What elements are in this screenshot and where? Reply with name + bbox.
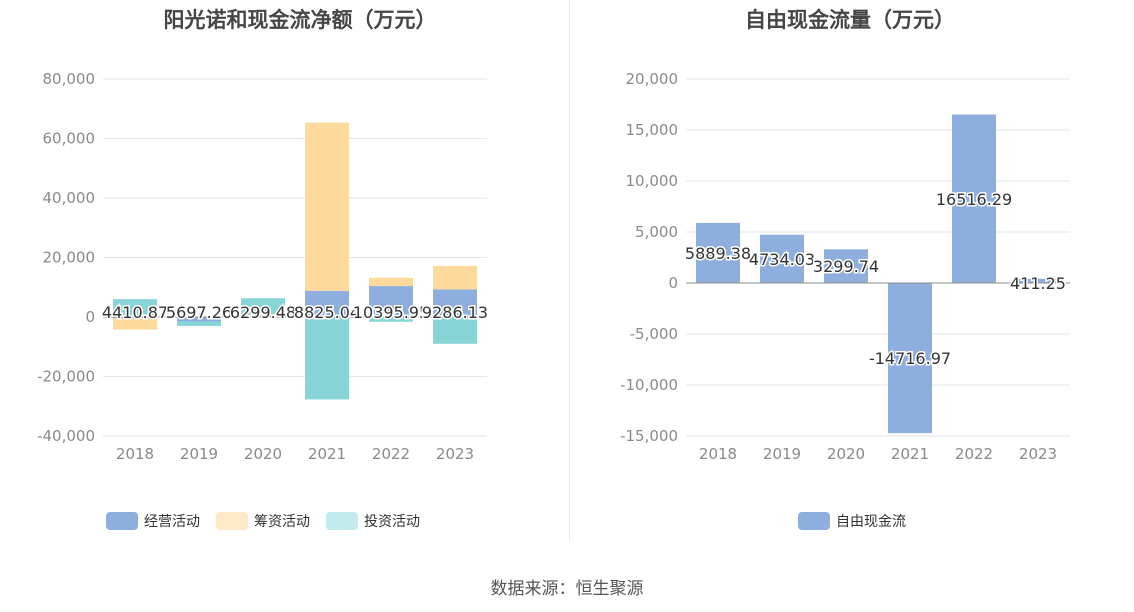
legend-label-free-cashflow: 自由现金流 (836, 514, 906, 530)
data-label: 10395.95 (353, 303, 429, 322)
bar-series2-2021 (305, 317, 349, 400)
bar-series0-2023 (433, 289, 477, 317)
data-label: 8825.04 (294, 303, 360, 322)
bar-series0-2021 (305, 290, 349, 317)
bar-series1-2020 (241, 314, 285, 315)
y-tick-label: 15,000 (626, 121, 679, 139)
y-tick-label: 5,000 (635, 223, 678, 241)
x-tick-label: 2021 (308, 445, 346, 463)
x-tick-label: 2018 (116, 445, 154, 463)
x-tick-label: 2020 (827, 445, 865, 463)
x-tick-label: 2023 (1019, 445, 1057, 463)
bar-series2-2022 (369, 317, 413, 322)
legend-swatch-financing (216, 512, 248, 530)
bar-series1-2021 (305, 122, 349, 291)
x-tick-label: 2022 (955, 445, 993, 463)
legend-item-free-cashflow[interactable]: 自由现金流 (798, 511, 906, 531)
x-tick-label: 2019 (763, 445, 801, 463)
data-label: 6299.48 (230, 303, 296, 322)
legend-label-operating: 经营活动 (144, 514, 200, 530)
y-tick-label: 60,000 (43, 130, 96, 148)
data-label: 9286.13 (422, 303, 488, 322)
bar-2019 (760, 234, 804, 283)
x-tick-label: 2019 (180, 445, 218, 463)
bar-2020 (824, 249, 868, 283)
cashflow-net-chart: 80,000 60,000 40,000 20,000 0 -20,000 -40,000 2… (37, 70, 489, 463)
data-label: 411.25 (1010, 274, 1066, 293)
bar-series2-2018 (113, 299, 157, 317)
data-label: -14716.97 (869, 349, 951, 368)
data-source-note: 数据来源：恒生聚源 (490, 579, 644, 599)
bar-2023 (1016, 278, 1060, 283)
bar-series1-2018 (113, 318, 157, 330)
bar-series2-2023 (433, 317, 477, 344)
legend-swatch-free-cashflow (798, 512, 830, 530)
y-tick-label: -15,000 (620, 427, 678, 445)
y-tick-label: 80,000 (43, 70, 96, 88)
y-tick-label: 20,000 (626, 70, 679, 88)
legend-cashflow-net: 经营活动 筹资活动 投资活动 (106, 511, 436, 531)
x-tick-label: 2022 (372, 445, 410, 463)
bar-series2-2019 (177, 321, 221, 326)
y-tick-label: -20,000 (37, 368, 95, 386)
bar-2018 (696, 222, 740, 283)
chart-title-free-cashflow: 自由现金流量（万元） (745, 8, 955, 32)
x-tick-label: 2021 (891, 445, 929, 463)
legend-item-investing[interactable]: 投资活动 (326, 511, 420, 531)
chart-title-cashflow-net: 阳光诺和现金流净额（万元） (163, 8, 437, 32)
bar-series2-2020 (241, 298, 285, 315)
x-tick-label: 2020 (244, 445, 282, 463)
y-tick-label: 0 (85, 308, 95, 326)
bar-series0-2022 (369, 286, 413, 317)
data-label: 5889.38 (685, 244, 751, 263)
x-tick-label: 2023 (436, 445, 474, 463)
data-label: 5697.26 (166, 303, 232, 322)
bar-2022 (952, 114, 996, 283)
data-label: 4734.03 (749, 250, 815, 269)
data-label: 3299.74 (813, 257, 879, 276)
bar-series0-2018 (113, 317, 157, 319)
y-tick-label: -5,000 (630, 325, 678, 343)
data-label: 16516.29 (936, 190, 1012, 209)
legend-item-operating[interactable]: 经营活动 (106, 511, 200, 531)
bar-series1-2022 (369, 277, 413, 287)
y-tick-label: 10,000 (626, 172, 679, 190)
chart-divider (569, 0, 570, 542)
free-cashflow-chart: 20,000 15,000 10,000 5,000 0 -5,000 -10,000 -15… (620, 70, 1070, 463)
legend-swatch-operating (106, 512, 138, 530)
y-tick-label: -10,000 (620, 376, 678, 394)
legend-item-financing[interactable]: 筹资活动 (216, 511, 310, 531)
bar-2021 (888, 283, 932, 434)
bar-series0-2020 (241, 314, 285, 317)
legend-swatch-investing (326, 512, 358, 530)
y-tick-label: 20,000 (43, 249, 96, 267)
x-tick-label: 2018 (699, 445, 737, 463)
legend-label-financing: 筹资活动 (254, 514, 310, 530)
y-tick-label: 0 (668, 274, 678, 292)
data-label: 4410.87 (102, 303, 168, 322)
y-tick-label: 40,000 (43, 189, 96, 207)
y-tick-label: -40,000 (37, 427, 95, 445)
bar-series0-2019 (177, 317, 221, 322)
legend-free-cashflow: 自由现金流 (798, 511, 922, 531)
bar-series1-2023 (433, 265, 477, 290)
legend-label-investing: 投资活动 (364, 514, 420, 530)
